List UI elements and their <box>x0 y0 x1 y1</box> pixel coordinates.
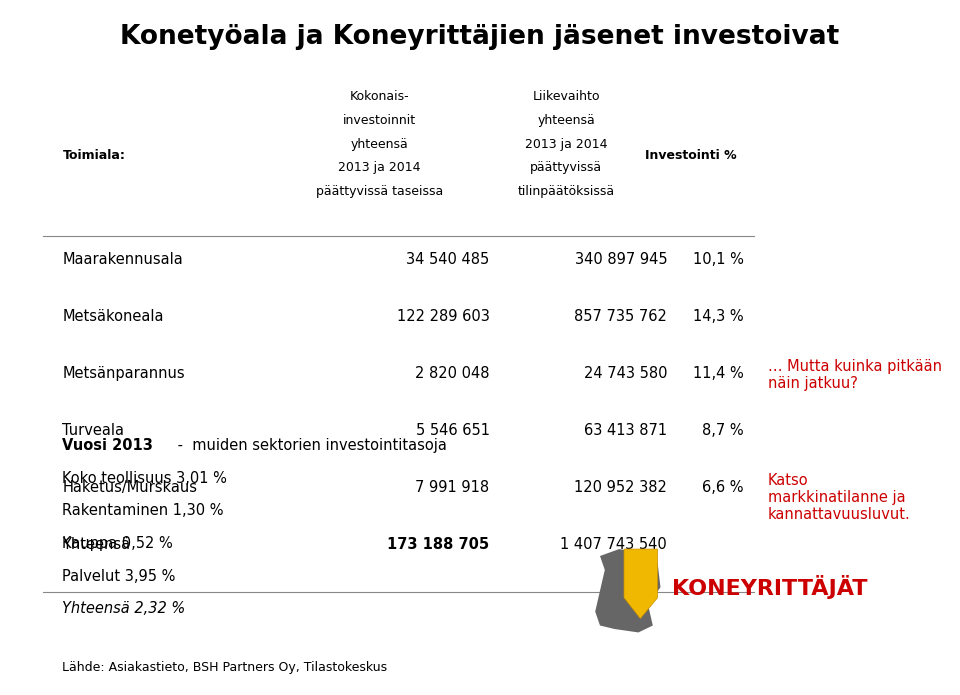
Text: 122 289 603: 122 289 603 <box>396 309 490 324</box>
Text: Liikevaihto: Liikevaihto <box>533 90 600 104</box>
Text: Metsänparannus: Metsänparannus <box>62 366 185 381</box>
Text: yhteensä: yhteensä <box>538 114 595 127</box>
Text: Toimiala:: Toimiala: <box>62 149 125 163</box>
Text: 6,6 %: 6,6 % <box>703 480 744 495</box>
Text: Maarakennusala: Maarakennusala <box>62 252 183 267</box>
Text: Rakentaminen 1,30 %: Rakentaminen 1,30 % <box>62 503 224 518</box>
Text: KONEYRITTÄJÄT: KONEYRITTÄJÄT <box>672 575 868 599</box>
Text: 24 743 580: 24 743 580 <box>584 366 667 381</box>
Text: 34 540 485: 34 540 485 <box>406 252 490 267</box>
Text: yhteensä: yhteensä <box>350 138 408 151</box>
Text: Yhteensä 2,32 %: Yhteensä 2,32 % <box>62 601 185 616</box>
Text: Kokonais-: Kokonais- <box>349 90 409 104</box>
Text: … Mutta kuinka pitkään
näin jatkuu?: … Mutta kuinka pitkään näin jatkuu? <box>768 359 942 391</box>
Text: 173 188 705: 173 188 705 <box>388 537 490 552</box>
Text: 63 413 871: 63 413 871 <box>584 423 667 438</box>
Text: 120 952 382: 120 952 382 <box>574 480 667 495</box>
Text: tilinpäätöksissä: tilinpäätöksissä <box>517 185 615 198</box>
Text: 8,7 %: 8,7 % <box>703 423 744 438</box>
Text: 2013 ja 2014: 2013 ja 2014 <box>525 138 608 151</box>
Text: 2 820 048: 2 820 048 <box>415 366 490 381</box>
Text: 2013 ja 2014: 2013 ja 2014 <box>338 161 420 174</box>
Text: -  muiden sektorien investointitasoja: - muiden sektorien investointitasoja <box>173 438 446 453</box>
Text: Koko teollisuus 3,01 %: Koko teollisuus 3,01 % <box>62 471 228 486</box>
Text: päättyvissä taseissa: päättyvissä taseissa <box>316 185 443 198</box>
Text: Yhteensä: Yhteensä <box>62 537 131 552</box>
Text: Lähde: Asiakastieto, BSH Partners Oy, Tilastokeskus: Lähde: Asiakastieto, BSH Partners Oy, Ti… <box>62 661 388 674</box>
Text: 10,1 %: 10,1 % <box>693 252 744 267</box>
Text: 7 991 918: 7 991 918 <box>416 480 490 495</box>
Text: investoinnit: investoinnit <box>343 114 416 127</box>
Text: Turveala: Turveala <box>62 423 125 438</box>
Text: 5 546 651: 5 546 651 <box>416 423 490 438</box>
Text: Katso
markkinatilanne ja
kannattavuusluvut.: Katso markkinatilanne ja kannattavuusluv… <box>768 473 911 523</box>
Text: 340 897 945: 340 897 945 <box>575 252 667 267</box>
Text: 857 735 762: 857 735 762 <box>574 309 667 324</box>
Text: 14,3 %: 14,3 % <box>693 309 744 324</box>
Text: Metsäkoneala: Metsäkoneala <box>62 309 164 324</box>
Text: Haketus/Murskaus: Haketus/Murskaus <box>62 480 198 495</box>
Text: 11,4 %: 11,4 % <box>693 366 744 381</box>
Text: Investointi %: Investointi % <box>645 149 737 163</box>
Text: Kauppa 0,52 %: Kauppa 0,52 % <box>62 536 173 551</box>
Text: Vuosi 2013: Vuosi 2013 <box>62 438 154 453</box>
Polygon shape <box>595 549 660 632</box>
Text: Konetyöala ja Koneyrittäjien jäsenet investoivat: Konetyöala ja Koneyrittäjien jäsenet inv… <box>120 24 840 50</box>
Text: päättyvissä: päättyvissä <box>530 161 603 174</box>
Polygon shape <box>624 549 658 619</box>
Text: Palvelut 3,95 %: Palvelut 3,95 % <box>62 569 176 584</box>
Text: 1 407 743 540: 1 407 743 540 <box>561 537 667 552</box>
